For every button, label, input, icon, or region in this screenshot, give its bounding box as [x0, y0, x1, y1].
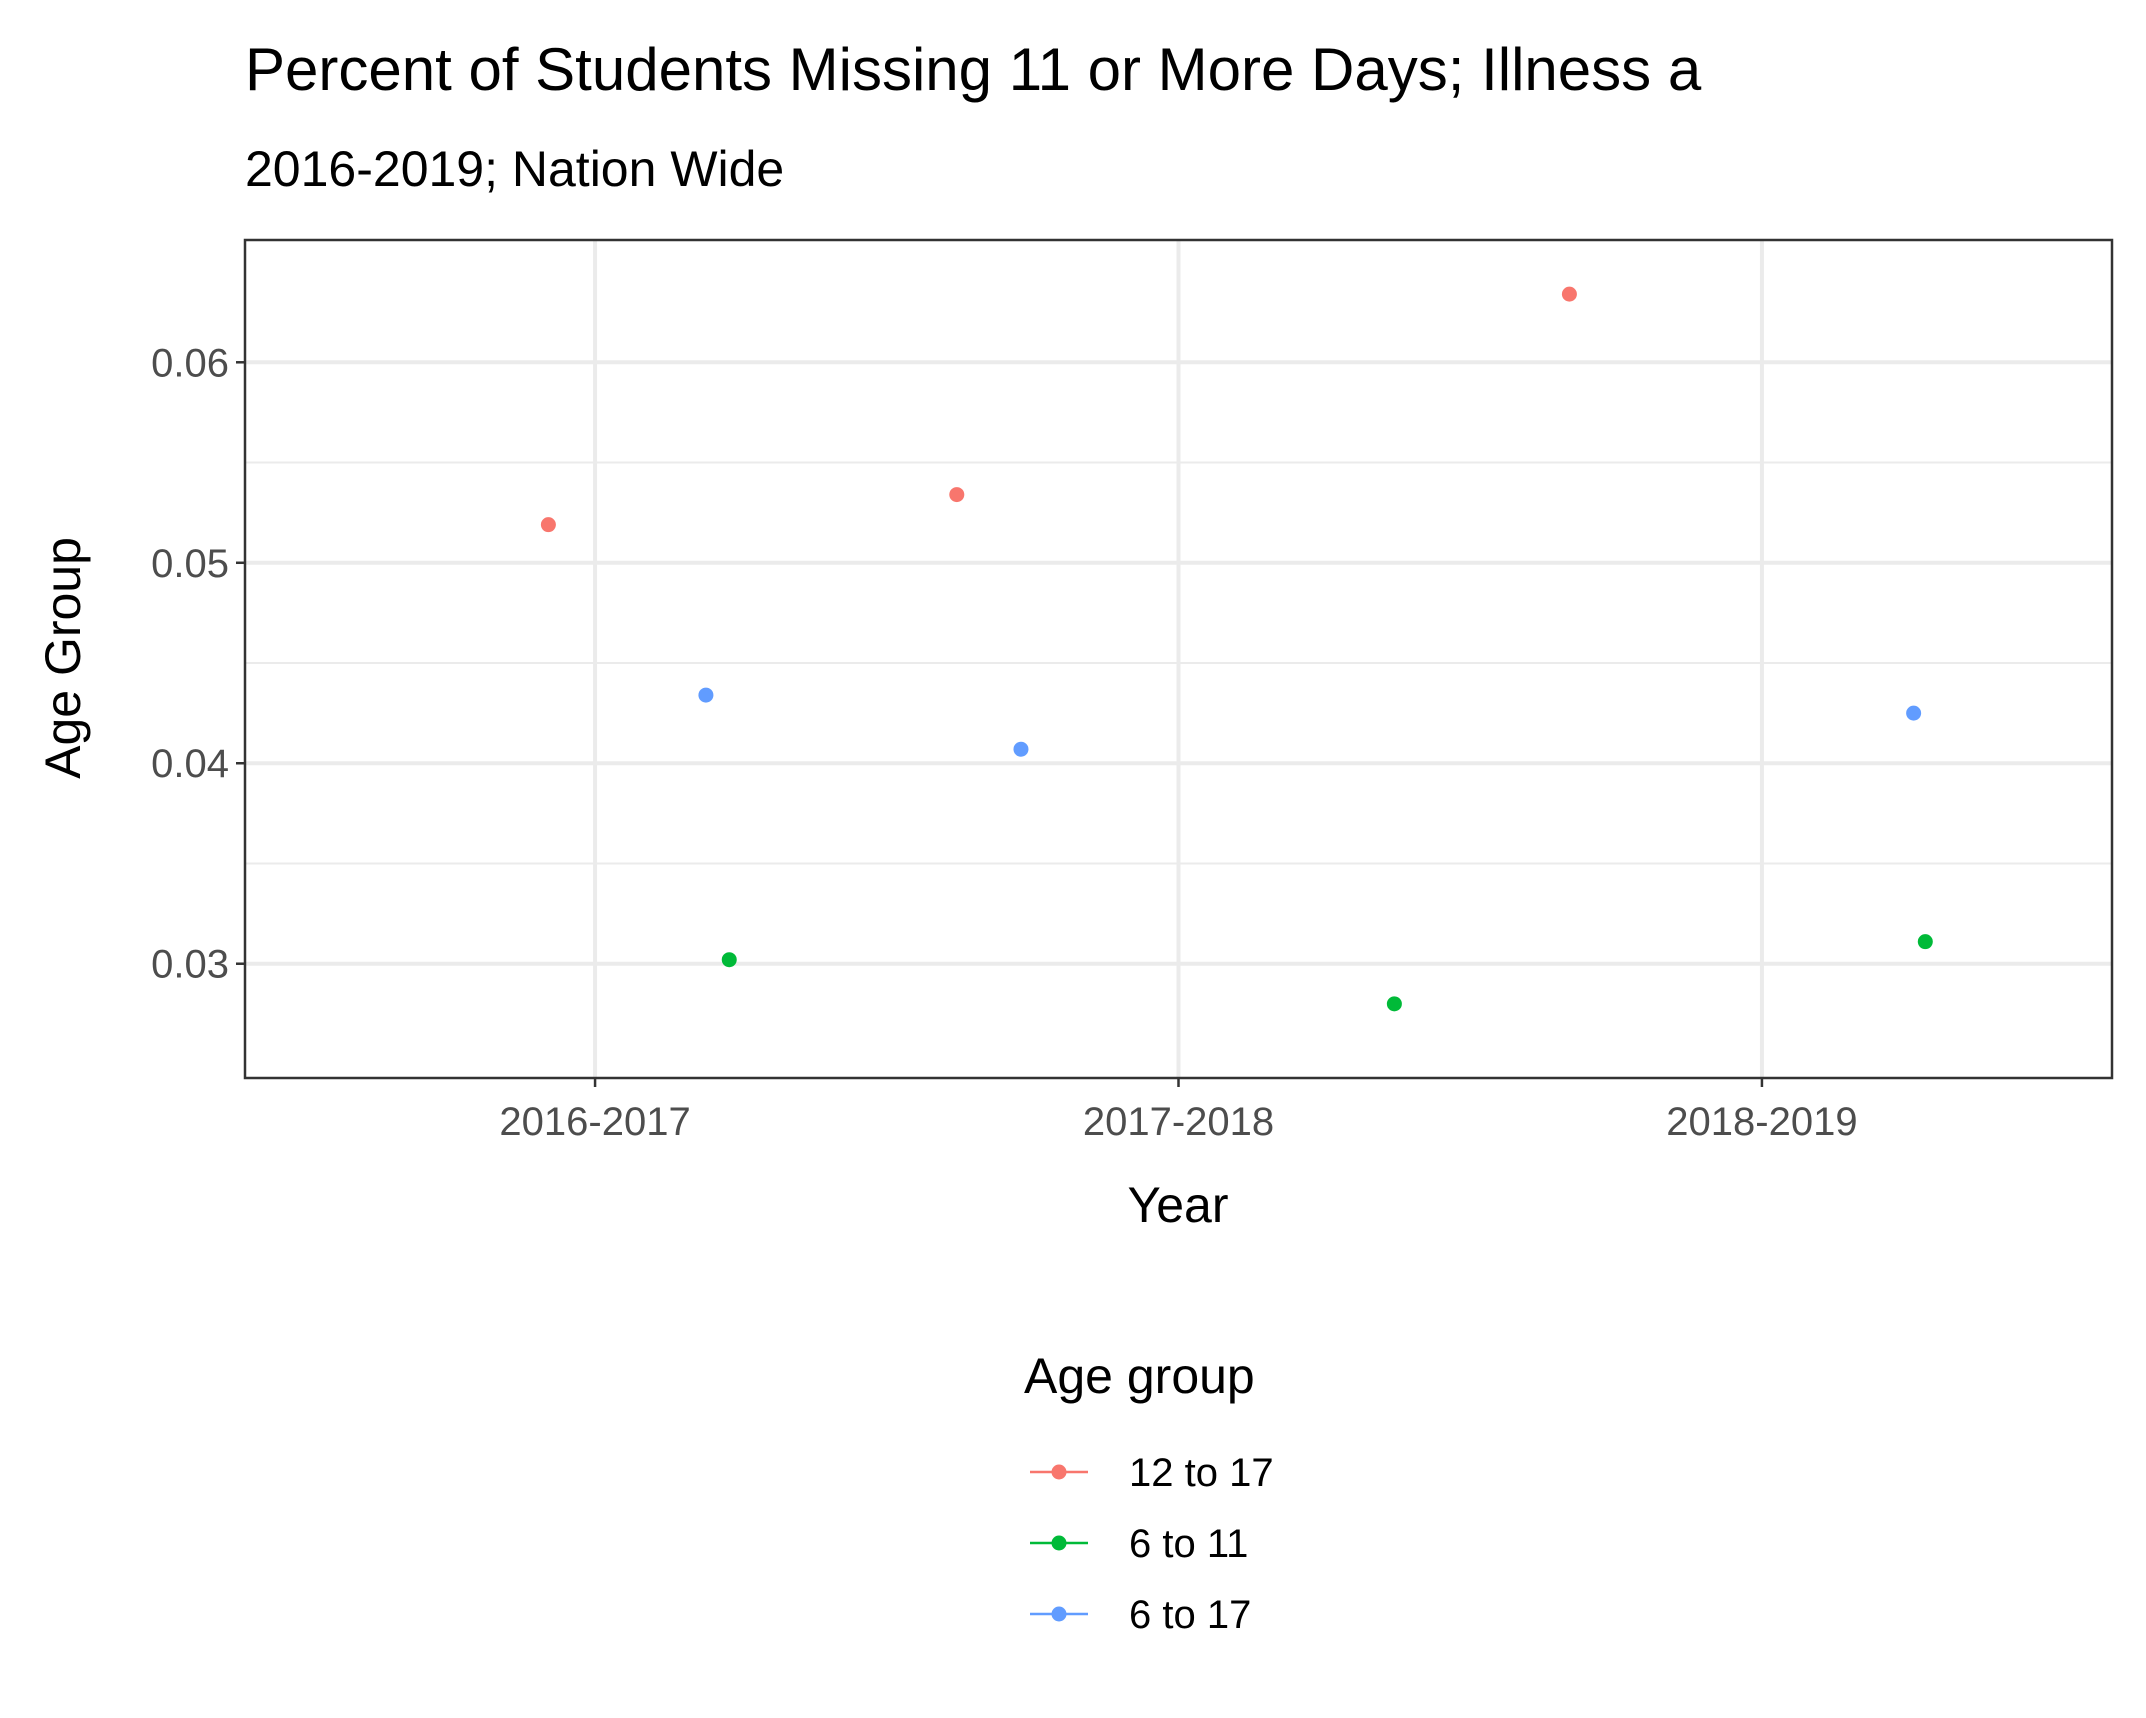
data-point	[698, 687, 714, 703]
data-point	[721, 952, 737, 968]
data-point	[540, 517, 556, 533]
legend: Age group 12 to 17 6 to 11 6 to 17	[1024, 1348, 1274, 1637]
grid-lines	[245, 240, 2112, 1078]
x-tick-label: 2018-2019	[1666, 1100, 1857, 1144]
legend-key-point	[1051, 1535, 1067, 1551]
x-tick-label: 2017-2018	[1083, 1100, 1274, 1144]
data-point	[949, 487, 965, 503]
y-tick-label: 0.05	[151, 542, 229, 586]
legend-item: 12 to 17	[1030, 1451, 1274, 1495]
legend-item: 6 to 11	[1030, 1522, 1248, 1566]
chart-title: Percent of Students Missing 11 or More D…	[245, 36, 1702, 103]
legend-items: 12 to 17 6 to 11 6 to 17	[1030, 1451, 1274, 1637]
legend-key-point	[1051, 1606, 1067, 1622]
data-point	[1561, 286, 1577, 302]
legend-title: Age group	[1024, 1348, 1255, 1404]
data-point	[1013, 741, 1029, 757]
y-axis: 0.03 0.04 0.05 0.06	[151, 341, 245, 987]
legend-key-point	[1051, 1464, 1067, 1480]
chart-subtitle: 2016-2019; Nation Wide	[245, 141, 784, 197]
data-point	[1917, 934, 1933, 950]
x-tick-label: 2016-2017	[499, 1100, 690, 1144]
legend-item: 6 to 17	[1030, 1593, 1251, 1637]
data-point	[1906, 705, 1922, 721]
x-axis: 2016-2017 2017-2018 2018-2019	[499, 1078, 1858, 1144]
legend-label: 6 to 17	[1129, 1593, 1251, 1637]
legend-label: 6 to 11	[1129, 1522, 1248, 1566]
data-point	[1386, 996, 1402, 1012]
y-tick-label: 0.04	[151, 742, 229, 786]
x-axis-title: Year	[1127, 1177, 1228, 1233]
legend-label: 12 to 17	[1129, 1451, 1274, 1495]
y-axis-title: Age Group	[35, 537, 91, 779]
data-points	[540, 286, 1933, 1012]
y-tick-label: 0.03	[151, 943, 229, 987]
plot-area	[243, 238, 2114, 1080]
y-tick-label: 0.06	[151, 341, 229, 385]
